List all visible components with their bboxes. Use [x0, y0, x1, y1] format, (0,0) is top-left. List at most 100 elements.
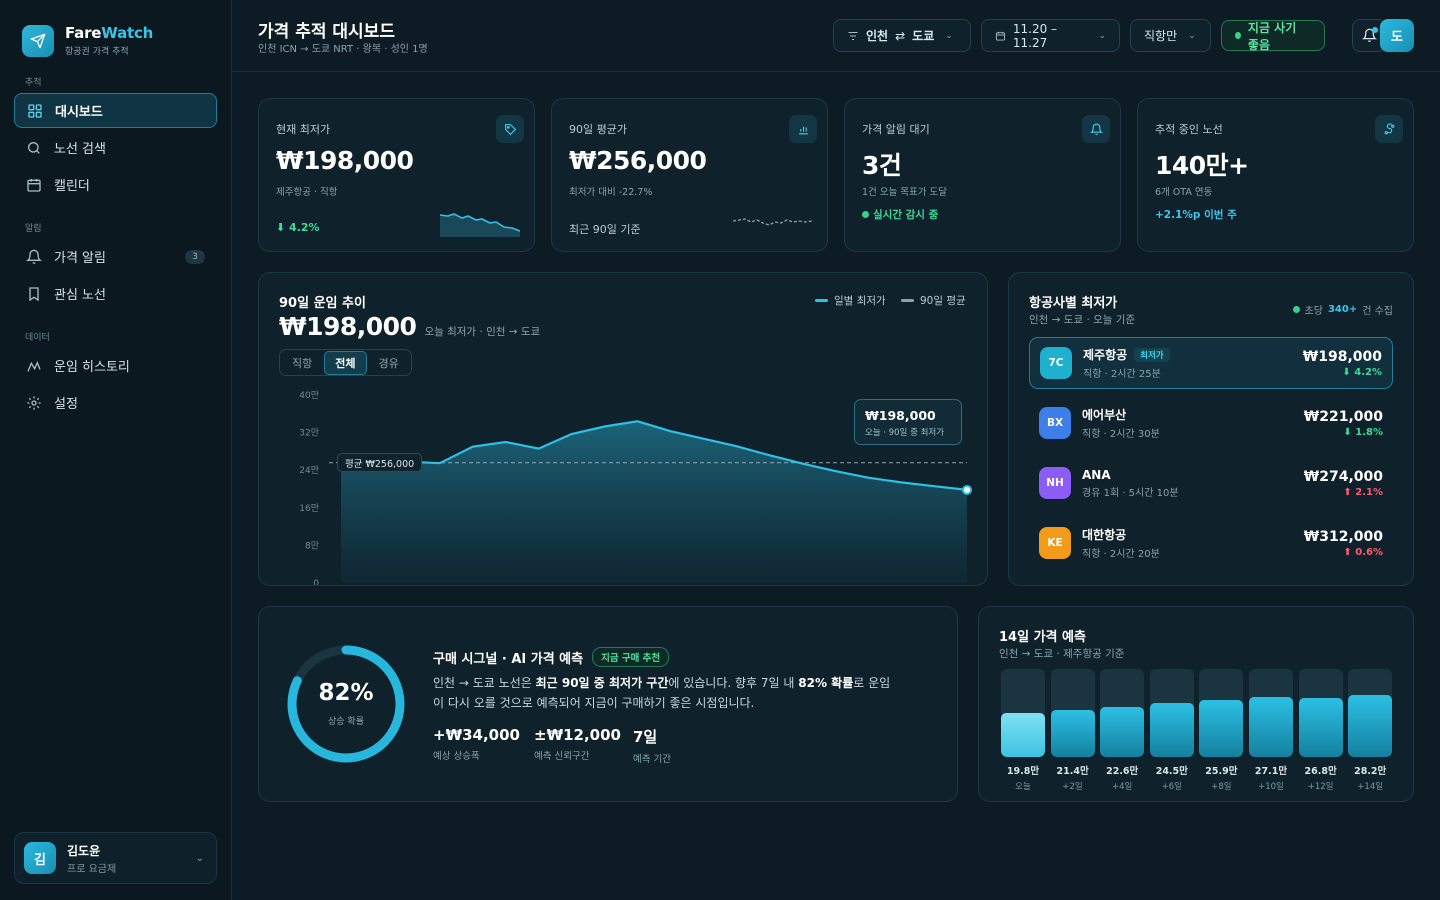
stat-value: 140만+ — [1155, 151, 1249, 180]
forecast-bar[interactable] — [1001, 713, 1045, 757]
forecast-day-label: +14일 — [1357, 782, 1384, 792]
forecast-title: 14일 가격 예측 — [999, 630, 1086, 645]
lowest-price-tag: 최저가 — [1134, 347, 1170, 362]
airline-row[interactable]: BX 에어부산 직항 · 2시간 30분 ₩221,000 ⬇ 1.8% — [1029, 397, 1393, 449]
bell-icon — [26, 249, 42, 264]
forecast-value-label: 27.1만 — [1254, 766, 1288, 777]
user-menu[interactable]: 김 김도윤 프로 요금제 ⌄ — [14, 832, 217, 884]
route-from: 인천 — [866, 29, 889, 43]
current-price-point — [962, 484, 972, 495]
legend-swatch — [815, 299, 828, 302]
stat-value: ₩256,000 — [569, 146, 707, 175]
sidebar-item-dashboard[interactable]: 대시보드 — [14, 93, 217, 128]
route-to: 도쿄 — [912, 29, 935, 43]
forecast-subtitle: 인천 → 도쿄 · 제주항공 기준 — [999, 648, 1125, 660]
y-tick-label: 16만 — [299, 503, 319, 514]
stat-basis: 최근 90일 기준 — [569, 223, 641, 236]
rise-probability-value: 82% — [318, 680, 374, 706]
forecast-bar[interactable] — [1149, 703, 1194, 757]
avatar: 김 — [24, 842, 56, 874]
sidebar-item-settings[interactable]: 설정 — [14, 385, 217, 420]
forecast-value-label: 25.9만 — [1205, 766, 1238, 777]
sidebar-item-price-alerts[interactable]: 가격 알림 3 — [14, 239, 217, 274]
rise-probability-label: 상승 확률 — [328, 717, 364, 727]
trend-icon — [27, 360, 41, 372]
airline-price-change: ⬇ 4.2% — [1342, 366, 1382, 378]
user-name: 김도윤 — [67, 843, 101, 858]
date-range-picker[interactable]: 11.20 – 11.27 ⌄ — [981, 19, 1120, 52]
stat-card-pending-alerts: 가격 알림 대기 3건 1건 오늘 목표가 도달 실시간 감시 중 — [844, 98, 1121, 252]
profile-button[interactable]: 도 — [1380, 19, 1414, 52]
forecast-day-label: 오늘 — [1015, 782, 1031, 792]
airline-title: 항공사별 최저가 — [1029, 296, 1118, 311]
airline-price-change: ⬆ 0.6% — [1343, 546, 1383, 558]
live-dot-icon — [1292, 306, 1300, 313]
live-dot-icon — [862, 211, 869, 218]
sidebar-item-calendar[interactable]: 캘린더 — [14, 167, 217, 202]
forecast-day-label: +6일 — [1161, 782, 1182, 792]
chevron-down-icon: ⌄ — [195, 852, 204, 864]
fare-trend-chart: 0 8만 16만 24만 32만 40만 — [299, 390, 972, 585]
user-plan: 프로 요금제 — [67, 863, 117, 875]
signal-header: 구매 시그널 · AI 가격 예측 지금 구매 추천 — [433, 647, 670, 667]
rise-probability-ring — [287, 645, 405, 763]
sidebar-item-route-search[interactable]: 노선 검색 — [14, 130, 217, 165]
stat-sub: 6개 OTA 연동 — [1155, 187, 1213, 198]
tab-connecting[interactable]: 경유 — [378, 356, 399, 370]
y-tick-label: 40만 — [299, 390, 319, 401]
sidebar-item-label: 가격 알림 — [54, 251, 106, 266]
airline-row[interactable]: NH ANA 경유 1회 · 5시간 10분 ₩274,000 ⬆ 2.1% — [1029, 457, 1393, 509]
forecast-day-label: +12일 — [1307, 782, 1334, 792]
forecast-bar[interactable] — [1100, 707, 1145, 757]
forecast-card: 14일 가격 예측 인천 → 도쿄 · 제주항공 기준 19.8만 오늘 21.4만… — [978, 606, 1414, 802]
tab-all[interactable]: 전체 — [324, 350, 367, 375]
legend-swatch — [901, 299, 914, 302]
forecast-value-label: 24.5만 — [1155, 766, 1188, 777]
tab-direct[interactable]: 직항 — [292, 356, 313, 370]
airline-row[interactable]: 7C 제주항공 최저가 직항 · 2시간 25분 ₩198,000 ⬇ 4.2% — [1029, 337, 1393, 389]
airline-flight-info: 직항 · 2시간 25분 — [1083, 369, 1161, 380]
sidebar-item-fare-history[interactable]: 운임 히스토리 — [14, 348, 217, 383]
forecast-bar[interactable] — [1199, 700, 1244, 757]
brand[interactable]: FareWatch 항공권 가격 추적 — [22, 24, 153, 57]
forecast-bar-track — [1100, 669, 1145, 757]
forecast-bar[interactable] — [1249, 697, 1293, 757]
legend-daily-lowest: 일별 최저가 — [815, 293, 886, 308]
route-selector[interactable]: 인천 ⇄ 도쿄 ⌄ — [833, 19, 971, 52]
buy-status-chip[interactable]: 지금 사기 좋음 — [1221, 20, 1325, 52]
legend-90day-average: 90일 평균 — [901, 293, 966, 308]
stat-change: +2.1%p 이번 주 — [1155, 209, 1237, 221]
stat-value: ₩198,000 — [276, 146, 414, 175]
buy-recommendation-badge: 지금 구매 추천 — [592, 647, 670, 667]
forecast-value-label: 26.8만 — [1304, 766, 1337, 777]
live-collection-counter: 초당 340+ 건 수집 — [1292, 302, 1393, 317]
trend-title: 90일 운임 추이 — [279, 296, 366, 311]
forecast-bar[interactable] — [1050, 709, 1095, 757]
forecast-day-label: +8일 — [1211, 782, 1232, 792]
stat-value: 3건 — [862, 151, 902, 180]
page-subtitle: 인천 ICN → 도쿄 NRT · 왕복 · 성인 1명 — [258, 44, 428, 55]
sidebar-item-label: 노선 검색 — [54, 142, 106, 157]
y-tick-label: 24만 — [299, 465, 319, 476]
direct-only-filter[interactable]: 직항만 ⌄ — [1130, 19, 1211, 52]
stat-card-lowest-price: 현재 최저가 ₩198,000 제주항공 · 직항 ⬇ 4.2% — [258, 98, 535, 252]
live-monitoring-status: 실시간 감시 중 — [862, 207, 938, 222]
forecast-bar[interactable] — [1348, 695, 1393, 757]
airline-flight-info: 직항 · 2시간 20분 — [1082, 549, 1160, 560]
forecast-bar-track — [1249, 669, 1293, 757]
sidebar: FareWatch 항공권 가격 추적 추적 대시보드 노선 검색 캘린더 알림… — [0, 0, 232, 900]
chevron-down-icon: ⌄ — [1098, 30, 1106, 41]
trend-caption: 오늘 최저가 · 인천 → 도쿄 — [424, 326, 541, 338]
price-sparkline — [440, 213, 520, 237]
sidebar-item-saved-routes[interactable]: 관심 노선 — [14, 276, 217, 311]
airline-price: ₩312,000 — [1303, 528, 1383, 545]
forecast-bar[interactable] — [1298, 698, 1343, 757]
trend-segment-control: 직항 전체 경유 — [279, 349, 412, 376]
sidebar-item-label: 캘린더 — [54, 179, 90, 194]
airline-price-change: ⬇ 1.8% — [1343, 426, 1383, 438]
tooltip-price: ₩198,000 — [865, 408, 936, 423]
calendar-icon — [27, 178, 41, 192]
airline-row[interactable]: KE 대한항공 직항 · 2시간 20분 ₩312,000 ⬆ 0.6% — [1029, 517, 1393, 569]
forecast-bar-track — [1348, 669, 1393, 757]
forecast-bar-track — [1149, 669, 1194, 757]
